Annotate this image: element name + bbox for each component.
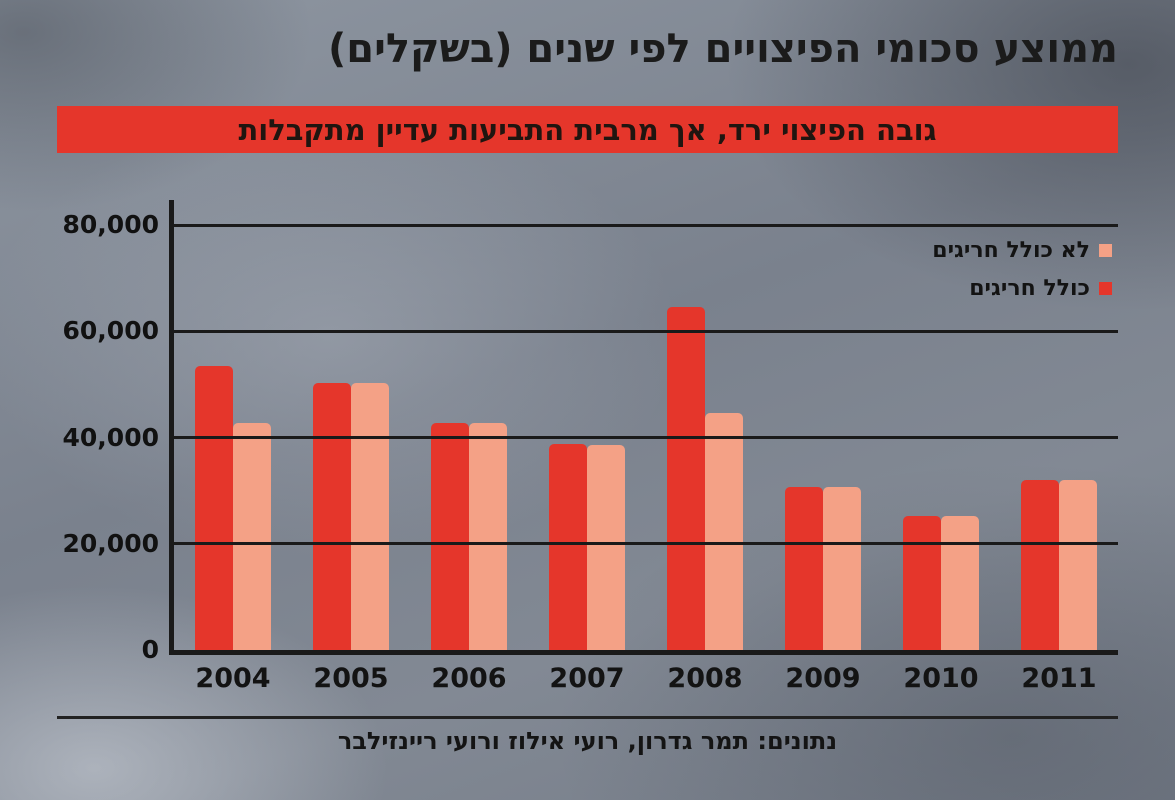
bar-including-outliers-2009 bbox=[785, 487, 823, 650]
bar-excluding-outliers-2011 bbox=[1059, 480, 1097, 650]
y-axis-labels: 0 20,000 40,000 60,000 80,000 bbox=[57, 200, 169, 664]
bar-including-outliers-2007 bbox=[549, 443, 587, 650]
bar-excluding-outliers-2009 bbox=[823, 487, 861, 650]
infographic: ממוצע סכומי הפיצויים לפי שנים (בשקלים) ג… bbox=[57, 26, 1118, 755]
x-tick-label: 2008 bbox=[667, 663, 743, 694]
bar-group-2006 bbox=[410, 200, 528, 650]
bar-group-2007 bbox=[528, 200, 646, 650]
bar-excluding-outliers-2010 bbox=[941, 516, 979, 650]
y-tick-label: 40,000 bbox=[62, 422, 159, 452]
source-credit: נתונים: תמר גדרון, רועי אילוז ורועי ריינ… bbox=[337, 727, 838, 755]
x-tick-label: 2010 bbox=[903, 663, 979, 694]
legend: לא כולל חריגים כולל חריגים bbox=[932, 238, 1112, 314]
bar-groups bbox=[174, 200, 1118, 650]
x-tick-label: 2004 bbox=[195, 663, 271, 694]
headline-banner-text: גובה הפיצוי ירד, אך מרבית התביעות עדיין … bbox=[238, 112, 937, 147]
bar-including-outliers-2005 bbox=[313, 382, 351, 650]
y-tick-label: 80,000 bbox=[62, 210, 159, 239]
gridline bbox=[174, 436, 1118, 439]
legend-swatch-red bbox=[1099, 282, 1112, 295]
x-tick-label: 2009 bbox=[785, 663, 861, 694]
bar-excluding-outliers-2007 bbox=[587, 445, 625, 650]
bar-group-2011 bbox=[1000, 200, 1118, 650]
gridline bbox=[174, 223, 1118, 227]
y-tick-label: 0 bbox=[141, 635, 159, 664]
bar-including-outliers-2008 bbox=[667, 307, 705, 650]
bar-group-2004 bbox=[174, 200, 292, 650]
bar-group-2010 bbox=[882, 200, 1000, 650]
legend-item: לא כולל חריגים bbox=[932, 238, 1112, 263]
page-title: ממוצע סכומי הפיצויים לפי שנים (בשקלים) bbox=[327, 26, 1118, 72]
bar-including-outliers-2011 bbox=[1021, 480, 1059, 650]
legend-label: לא כולל חריגים bbox=[932, 238, 1090, 263]
legend-label: כולל חריגים bbox=[969, 276, 1090, 301]
bar-excluding-outliers-2005 bbox=[351, 382, 389, 650]
x-tick-label: 2005 bbox=[313, 663, 389, 694]
headline-banner: גובה הפיצוי ירד, אך מרבית התביעות עדיין … bbox=[57, 106, 1118, 153]
bar-group-2005 bbox=[292, 200, 410, 650]
bar-excluding-outliers-2008 bbox=[705, 412, 743, 650]
gridline bbox=[174, 329, 1118, 333]
x-axis-labels: 2004 2005 2006 2007 2008 2009 2010 2011 bbox=[174, 663, 1118, 694]
bar-excluding-outliers-2006 bbox=[469, 423, 507, 650]
plot-area: לא כולל חריגים כולל חריגים bbox=[169, 200, 1118, 655]
x-tick-label: 2006 bbox=[431, 663, 507, 694]
gridline bbox=[174, 542, 1118, 546]
x-tick-label: 2011 bbox=[1021, 663, 1097, 694]
legend-swatch-salmon bbox=[1099, 244, 1112, 257]
bar-including-outliers-2006 bbox=[431, 423, 469, 650]
y-tick-label: 20,000 bbox=[62, 528, 159, 558]
footer-divider bbox=[57, 716, 1118, 719]
y-tick-label: 60,000 bbox=[62, 316, 159, 346]
bar-excluding-outliers-2004 bbox=[233, 422, 271, 650]
legend-item: כולל חריגים bbox=[932, 276, 1112, 301]
bar-group-2009 bbox=[764, 200, 882, 650]
bar-including-outliers-2010 bbox=[903, 516, 941, 650]
bar-including-outliers-2004 bbox=[195, 365, 233, 650]
x-tick-label: 2007 bbox=[549, 663, 625, 694]
bar-group-2008 bbox=[646, 200, 764, 650]
chart: 0 20,000 40,000 60,000 80,000 לא כולל חריגים… bbox=[57, 200, 1118, 664]
